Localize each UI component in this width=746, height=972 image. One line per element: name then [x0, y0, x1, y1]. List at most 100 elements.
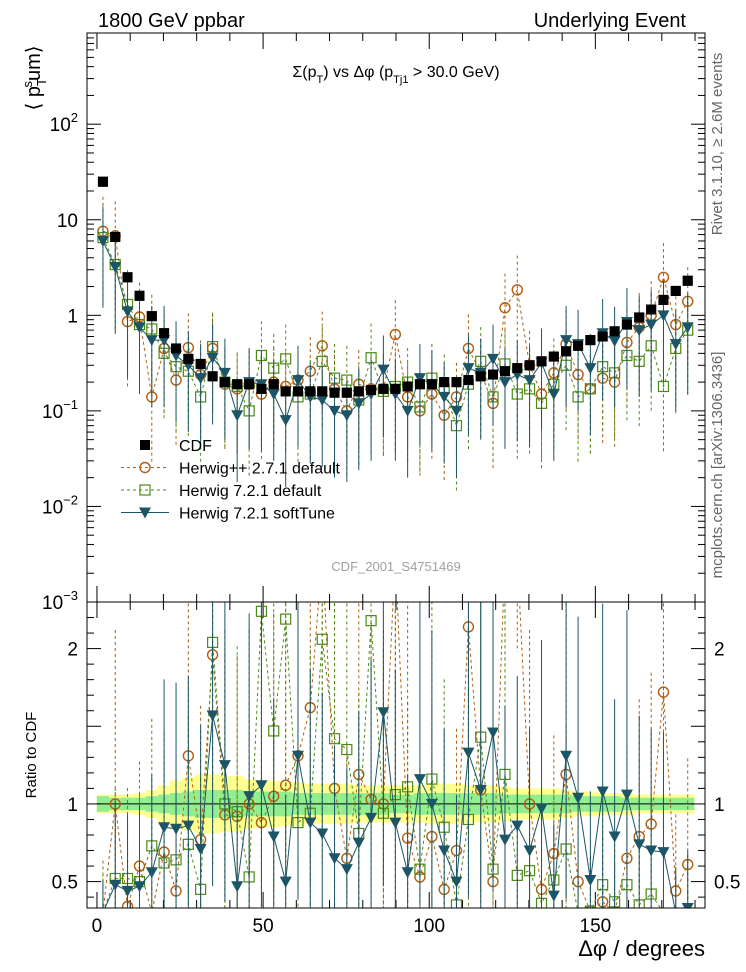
legend: CDF Herwig++ 2.7.1 default Herwig 7.2.1 de… — [121, 438, 341, 523]
ratio-point — [316, 633, 328, 645]
main-data-point — [122, 272, 133, 283]
main-point — [389, 328, 402, 341]
ratio-point — [377, 707, 390, 719]
ratio-point — [109, 879, 122, 891]
main-data-point — [451, 377, 462, 388]
main-y-tick-exp: −2 — [63, 492, 78, 507]
main-y-tick-label: 10−3 — [42, 588, 78, 614]
main-point — [145, 335, 158, 347]
main-point — [462, 363, 475, 375]
ratio-point — [291, 750, 304, 762]
main-y-tick-base: 10 — [42, 593, 63, 614]
main-data-point — [475, 371, 486, 382]
main-point — [328, 405, 341, 417]
main-data-point — [171, 343, 182, 354]
main-data-point — [159, 328, 170, 339]
main-point — [267, 389, 280, 401]
main-data-point — [488, 369, 499, 380]
title-part-1: Σ(p — [292, 64, 316, 81]
main-data-point — [414, 379, 425, 390]
ratio-point — [474, 784, 487, 796]
main-y-tick-exp: 2 — [71, 110, 78, 125]
main-point — [450, 405, 463, 417]
ratio-point — [194, 843, 207, 855]
main-data-point — [317, 386, 328, 397]
ratio-point — [608, 831, 621, 843]
x-tick-label: 50 — [253, 916, 274, 937]
main-point — [413, 373, 426, 385]
title-part-5: > 30.0 GeV) — [408, 64, 499, 81]
ratio-y-tick-label: 1 — [67, 795, 78, 816]
main-y-tick-base: 10 — [57, 211, 78, 232]
main-y-tick-label: 10 — [57, 211, 78, 232]
main-point — [280, 353, 292, 365]
ratio-point — [365, 615, 377, 627]
main-data-point — [658, 294, 669, 305]
main-data-point — [426, 379, 437, 390]
main-data-point — [195, 358, 206, 369]
legend-label: Herwig 7.2.1 softTune — [179, 506, 335, 523]
main-point — [584, 363, 597, 375]
ratio-point — [450, 876, 463, 888]
main-data-point — [97, 176, 108, 187]
ratio-point — [170, 823, 183, 835]
main-y-tick-base: 10 — [42, 497, 63, 518]
ratio-point — [572, 792, 585, 804]
main-data-point — [573, 340, 584, 351]
main-point — [316, 394, 329, 406]
main-point — [608, 335, 621, 347]
main-point — [194, 373, 207, 385]
ratio-point — [535, 803, 548, 815]
ratio-point — [243, 791, 256, 803]
header-left: 1800 GeV ppbar — [98, 10, 245, 32]
ylabel-part-3: s — [20, 81, 35, 88]
ratio-point — [413, 774, 426, 786]
legend-label: Herwig++ 2.7.1 default — [179, 461, 341, 478]
ratio-point — [462, 747, 475, 759]
main-data-point — [524, 360, 535, 371]
ratio-panel-frame — [86, 601, 706, 909]
main-point — [669, 339, 682, 351]
main-data-point — [353, 386, 364, 397]
plot-title: Σ(pT) vs Δφ (pTj1 > 30.0 GeV) — [292, 64, 499, 86]
ratio-point — [438, 845, 451, 857]
legend-marker — [140, 440, 150, 450]
main-data-point — [561, 346, 572, 357]
main-y-tick-base: 10 — [50, 115, 71, 136]
main-point — [121, 306, 134, 318]
ratio-y-axis-label: Ratio to CDF — [23, 712, 40, 799]
main-data-point — [232, 379, 243, 390]
legend-label: Herwig 7.2.1 default — [179, 483, 322, 500]
ratio-point — [255, 780, 268, 792]
main-point — [133, 322, 146, 334]
main-data-point — [341, 387, 352, 398]
ratio-y-tick-label-right: 0.5 — [714, 873, 740, 894]
ratio-point — [657, 686, 670, 698]
ratio-point — [341, 743, 353, 756]
ratio-point — [279, 876, 292, 888]
main-data-point — [110, 231, 121, 242]
ratio-point — [304, 817, 317, 829]
main-panel-data — [96, 176, 694, 493]
main-data-point — [305, 386, 316, 397]
x-tick-label: 0 — [92, 916, 103, 937]
main-data-point — [207, 371, 218, 382]
ratio-point — [352, 837, 365, 849]
ratio-point — [145, 867, 158, 879]
ratio-point — [231, 881, 244, 893]
ratio-point — [133, 881, 146, 893]
ratio-point — [182, 820, 195, 832]
ratio-y-tick-label-right: 2 — [714, 640, 725, 661]
main-point — [206, 352, 219, 364]
main-point — [291, 375, 304, 387]
title-part-4: Tj1 — [393, 74, 408, 86]
main-point — [523, 375, 536, 387]
main-data-point — [682, 275, 693, 286]
main-point — [279, 415, 292, 427]
main-data-point — [512, 363, 523, 374]
x-axis-label: Δφ / degrees — [578, 936, 705, 961]
main-point — [401, 405, 414, 417]
ratio-point — [633, 839, 646, 851]
